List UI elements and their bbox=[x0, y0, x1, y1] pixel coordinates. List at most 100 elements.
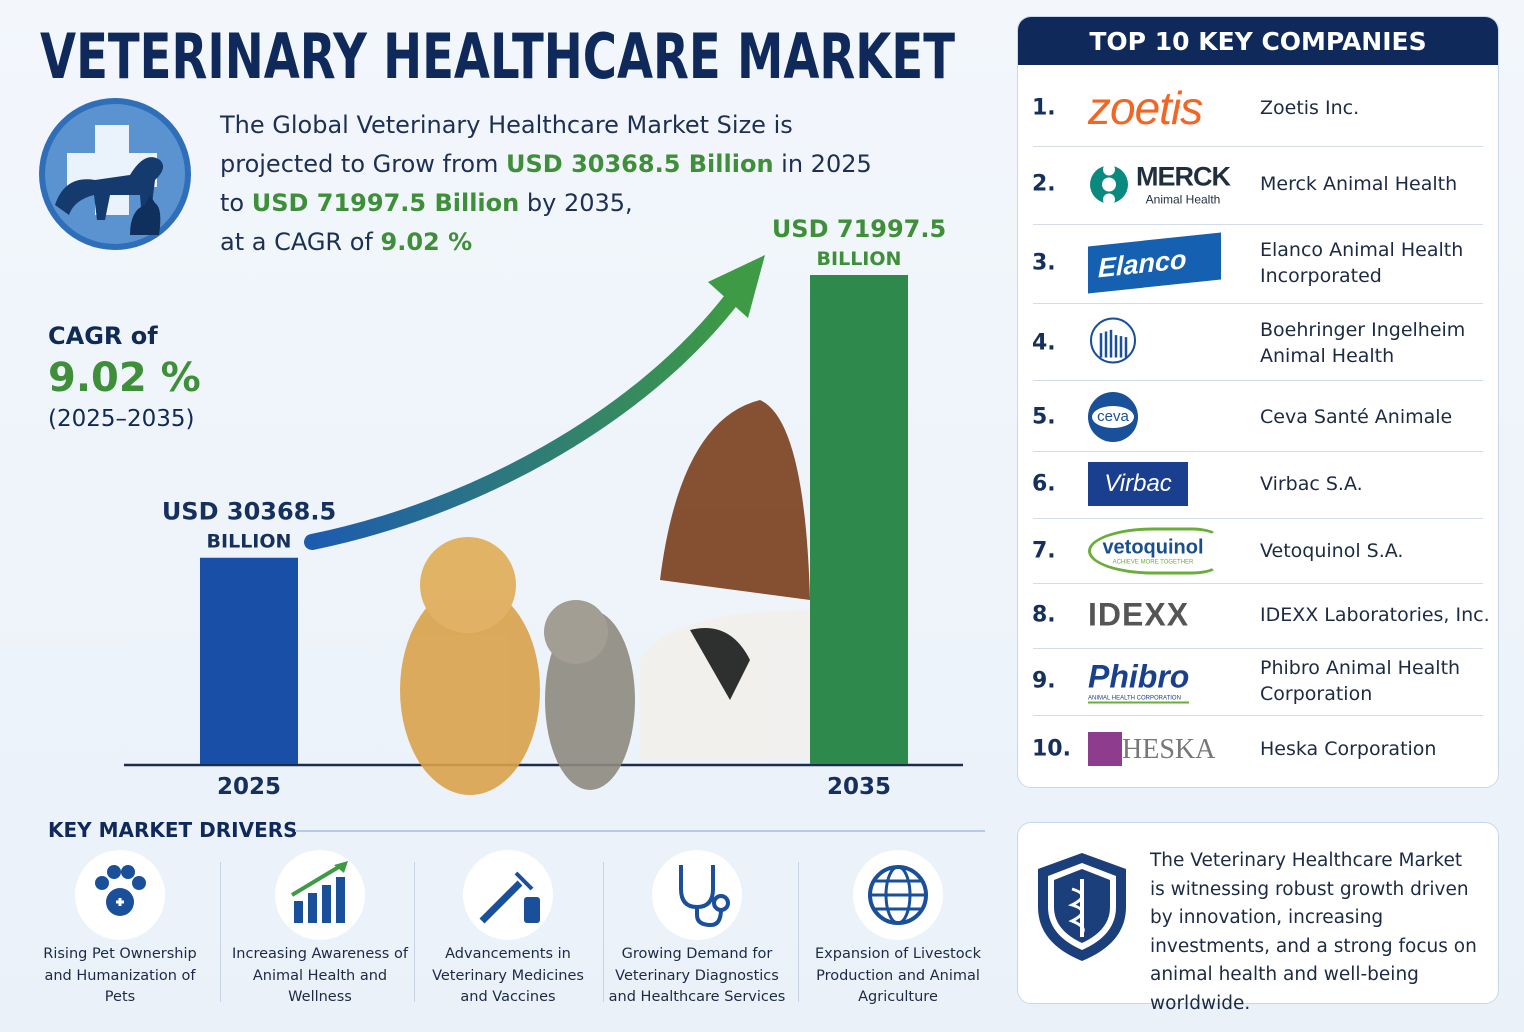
animals bbox=[400, 400, 810, 795]
company-name: Heska Corporation bbox=[1260, 738, 1437, 760]
row-separator bbox=[1033, 715, 1483, 716]
driver-divider bbox=[414, 862, 415, 1002]
logo-text: IDEXX bbox=[1088, 596, 1190, 633]
intro-highlight: 9.02 % bbox=[380, 228, 473, 256]
driver-icon bbox=[463, 850, 553, 940]
summary-box: The Veterinary Healthcare Market is witn… bbox=[1017, 822, 1499, 1014]
row-separator bbox=[1033, 146, 1483, 147]
growth-arrow bbox=[304, 287, 743, 550]
intro-text: The Global Veterinary Healthcare Market … bbox=[220, 106, 920, 262]
driver-icon bbox=[652, 850, 742, 940]
x-tick-label: 2025 bbox=[217, 774, 281, 800]
driver-label: Advancements in Veterinary Medicines and… bbox=[432, 946, 584, 1005]
company-name: Virbac S.A. bbox=[1260, 473, 1363, 495]
summary-text: The Veterinary Healthcare Market is witn… bbox=[1150, 850, 1477, 1014]
page-title: VETERINARY HEALTHCARE MARKET bbox=[40, 20, 955, 93]
logo-text: Virbac bbox=[1104, 470, 1172, 497]
companies-title: TOP 10 KEY COMPANIES bbox=[1018, 17, 1498, 65]
company-rank: 2. bbox=[1032, 171, 1056, 197]
company-rank: 10. bbox=[1032, 736, 1071, 762]
row-separator bbox=[1033, 648, 1483, 649]
shield-icon bbox=[1038, 853, 1126, 961]
arrow-head bbox=[708, 255, 765, 318]
company-rank: 5. bbox=[1032, 404, 1056, 430]
cagr-value: 9.02 % bbox=[48, 355, 201, 401]
companies-panel: TOP 10 KEY COMPANIES 1. zoetis Zoetis Inc.… bbox=[1017, 16, 1499, 788]
row-separator bbox=[1033, 223, 1483, 225]
row-separator bbox=[1033, 517, 1483, 519]
driver-divider bbox=[220, 862, 221, 1002]
bar bbox=[810, 275, 908, 764]
logo-text: Phibro bbox=[1088, 658, 1190, 695]
value-label: USD 30368.5 bbox=[162, 498, 336, 526]
bar bbox=[200, 557, 298, 764]
x-tick-label: 2035 bbox=[827, 774, 891, 800]
boehringer-mark bbox=[1090, 317, 1136, 364]
icon bbox=[868, 865, 928, 925]
intro-part: by 2035, bbox=[526, 189, 633, 217]
intro-highlight: USD 30368.5 Billion bbox=[506, 150, 774, 178]
row-separator bbox=[1033, 583, 1483, 584]
company-rank: 1. bbox=[1032, 95, 1056, 121]
icon bbox=[95, 865, 146, 916]
company-logo: MERCK Animal Health bbox=[1088, 161, 1231, 207]
company-rank: 4. bbox=[1032, 330, 1056, 356]
drivers-title: KEY MARKET DRIVERS bbox=[48, 818, 298, 842]
company-name: Ceva Santé Animale bbox=[1260, 406, 1453, 428]
company-logo: Elanco bbox=[1088, 232, 1221, 294]
intro-part: to bbox=[220, 189, 245, 217]
driver-icon bbox=[75, 850, 165, 940]
company-name: IDEXX Laboratories, Inc. bbox=[1260, 604, 1490, 626]
value-label: USD 71997.5 bbox=[772, 215, 946, 243]
logo-text: ANIMAL HEALTH CORPORATION bbox=[1088, 695, 1181, 702]
intro-part: projected to Grow from bbox=[220, 150, 499, 178]
company-rank: 3. bbox=[1032, 250, 1056, 276]
logo-text: Elanco bbox=[1098, 244, 1187, 284]
company-logo: zoetis bbox=[1088, 81, 1203, 135]
intro-part: The Global Veterinary Healthcare Market … bbox=[220, 111, 793, 139]
driver-label: Rising Pet Ownership and Humanization of… bbox=[43, 946, 197, 1005]
logo-text: zoetis bbox=[1088, 82, 1203, 134]
company-rank: 8. bbox=[1032, 602, 1056, 628]
heska-mark bbox=[1088, 732, 1122, 766]
icon bbox=[479, 871, 540, 924]
driver-label: Expansion of Livestock Production and An… bbox=[815, 946, 981, 1005]
cagr-period: (2025–2035) bbox=[48, 406, 195, 432]
row-separator bbox=[1033, 450, 1483, 452]
driver-divider bbox=[797, 862, 799, 1002]
cagr-box: CAGR of 9.02 % (2025–2035) bbox=[48, 322, 201, 432]
company-logo bbox=[1088, 316, 1138, 371]
company-name: Vetoquinol S.A. bbox=[1260, 540, 1404, 562]
logo-text: vetoquinol bbox=[1102, 536, 1204, 559]
company-logo: Virbac bbox=[1088, 462, 1188, 506]
cagr-label: CAGR of bbox=[48, 322, 158, 350]
drivers-rule bbox=[295, 830, 985, 832]
row-separator bbox=[1033, 380, 1483, 381]
company-logo: HESKA bbox=[1088, 732, 1215, 766]
intro-part: in 2025 bbox=[781, 150, 872, 178]
company-name: Elanco Animal Health Incorporated bbox=[1260, 239, 1464, 287]
icon bbox=[679, 865, 730, 928]
company-logo: ceva bbox=[1088, 392, 1138, 442]
row-separator bbox=[1033, 303, 1483, 304]
company-name: Zoetis Inc. bbox=[1260, 97, 1360, 119]
company-logo: Phibro ANIMAL HEALTH CORPORATION bbox=[1088, 658, 1190, 704]
company-rank: 6. bbox=[1032, 471, 1056, 497]
driver-icon bbox=[853, 850, 943, 940]
logo-text: ceva bbox=[1097, 408, 1129, 425]
driver-divider bbox=[602, 862, 604, 1002]
logo-text: ACHIEVE MORE TOGETHER bbox=[1112, 559, 1194, 566]
value-unit: BILLION bbox=[207, 531, 292, 553]
company-name: Boehringer Ingelheim Animal Health bbox=[1260, 319, 1466, 367]
driver-icon bbox=[275, 850, 365, 940]
logo-emblem bbox=[39, 98, 191, 250]
company-logo: IDEXX bbox=[1088, 597, 1189, 634]
merck-mark bbox=[1090, 163, 1128, 205]
icon bbox=[290, 861, 348, 923]
chart-area: VETERINARY HEALTHCARE MARKET USD 30368.5… bbox=[39, 20, 963, 800]
value-unit: BILLION bbox=[817, 248, 902, 270]
logo-text: MERCK bbox=[1136, 161, 1231, 192]
company-name: Phibro Animal Health Corporation bbox=[1260, 657, 1461, 705]
company-rank: 9. bbox=[1032, 668, 1056, 694]
